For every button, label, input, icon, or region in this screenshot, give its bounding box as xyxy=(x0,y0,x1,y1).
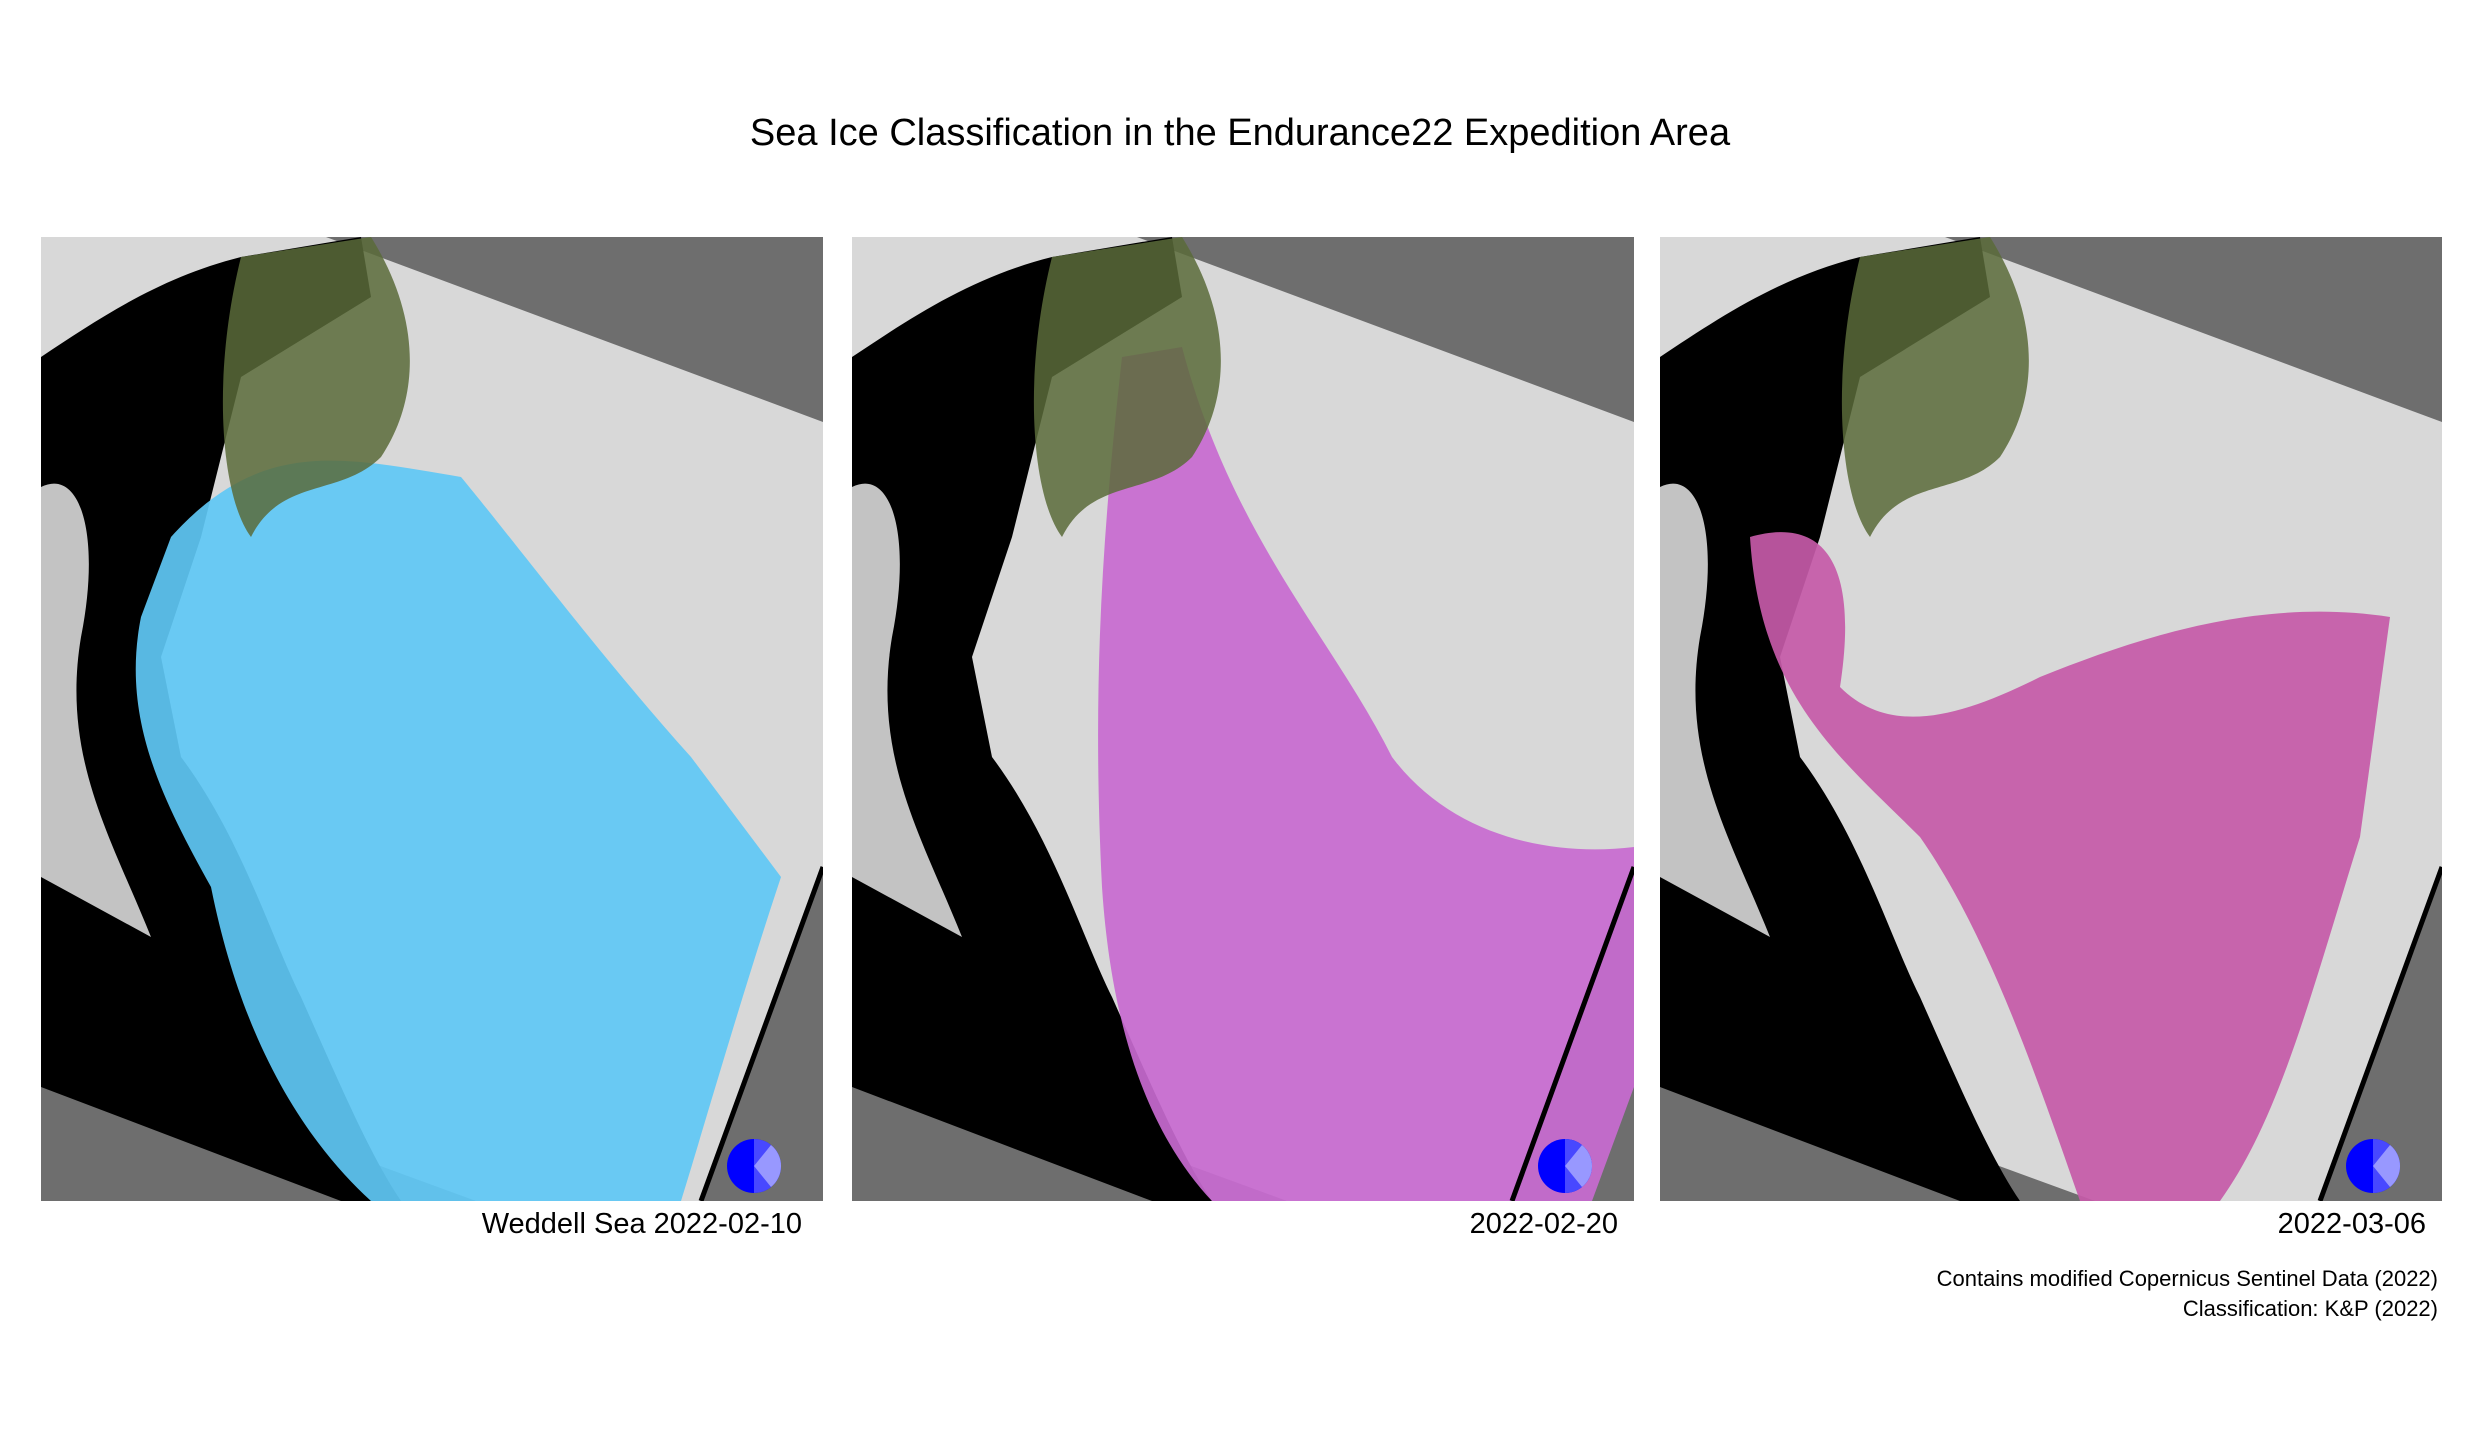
credit-classification: Classification: K&P (2022) xyxy=(2182,1296,2438,1321)
panel-caption-1: Weddell Sea 2022-02-10 xyxy=(481,1208,802,1240)
credit-data-source: Contains modified Copernicus Sentinel Da… xyxy=(1936,1266,2438,1291)
scene-edge xyxy=(2317,866,2442,1201)
land-mask xyxy=(852,237,1212,1201)
logo-slice xyxy=(2373,1145,2401,1187)
pie-logo-icon xyxy=(1538,1139,1593,1193)
logo-slice xyxy=(754,1145,782,1187)
panel-caption-2: 2022-02-20 xyxy=(1469,1208,1618,1240)
scene-edge xyxy=(698,866,823,1201)
figure-title: Sea Ice Classification in the Endurance2… xyxy=(749,112,1731,154)
pie-logo-icon xyxy=(727,1139,782,1193)
logo-slice xyxy=(1565,1145,1593,1187)
land-mask xyxy=(1660,237,2020,1201)
coastal-class-region xyxy=(222,237,410,537)
coastal-ice xyxy=(41,483,151,937)
coastal-ice xyxy=(852,483,962,937)
coastal-ice xyxy=(1660,483,1770,937)
sea-ice-class-region xyxy=(135,460,781,1201)
coastal-class-region xyxy=(1033,237,1221,537)
scene-edge xyxy=(1509,866,1634,1201)
land-mask xyxy=(41,237,401,1201)
satellite-panel-3 xyxy=(1660,237,2442,1201)
satellite-panel-1 xyxy=(41,237,823,1201)
pie-logo-icon xyxy=(2346,1139,2401,1193)
sea-ice-class-region xyxy=(1098,347,1634,1201)
coastal-class-region xyxy=(1841,237,2029,537)
satellite-panel-2 xyxy=(852,237,1634,1201)
sea-ice-class-region xyxy=(1750,532,2390,1201)
panel-caption-3: 2022-03-06 xyxy=(2277,1208,2426,1240)
credits: Contains modified Copernicus Sentinel Da… xyxy=(1937,1264,2438,1324)
